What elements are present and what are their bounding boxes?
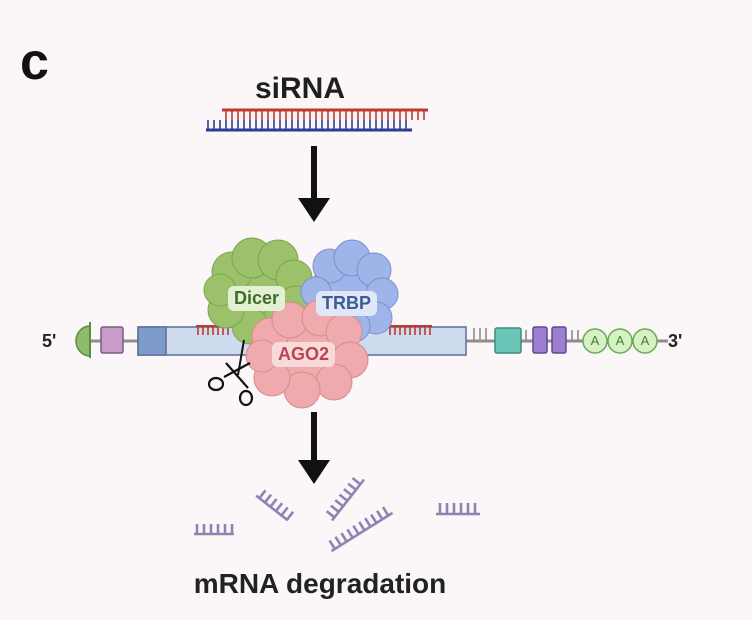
utr-element: [532, 326, 548, 354]
three-prime-label: 3': [668, 331, 683, 351]
panel-label: c: [20, 33, 49, 91]
caption: mRNA degradation: [193, 568, 447, 599]
poly-a-letter: A: [640, 333, 650, 348]
mrna-fragment: [194, 524, 234, 536]
diagram-title: siRNA: [254, 72, 345, 105]
start-codon-block: [137, 326, 167, 356]
utr-element: [551, 326, 567, 354]
mrna-fragment: [325, 477, 366, 522]
sirna-duplex: [206, 108, 428, 132]
poly-a-letter: A: [590, 333, 600, 348]
down-arrow-icon: [298, 412, 330, 484]
degraded-fragments: [194, 477, 480, 553]
five-prime-cap-icon: [75, 325, 91, 357]
mrna-fragment: [255, 489, 295, 522]
scissors-icon: [207, 362, 254, 407]
down-arrow-icon: [298, 146, 330, 222]
trbp-label: TRBP: [316, 291, 377, 316]
poly-a-tail: [582, 328, 658, 354]
dicer-label: Dicer: [228, 286, 286, 311]
utr-element: [494, 327, 522, 354]
mrna-fragment: [328, 506, 394, 553]
utr-element: [100, 326, 124, 354]
five-prime-label: 5': [42, 331, 57, 351]
poly-a-letter: A: [615, 333, 625, 348]
ago2-label: AGO2: [272, 342, 336, 367]
mrna-fragment: [436, 503, 480, 516]
